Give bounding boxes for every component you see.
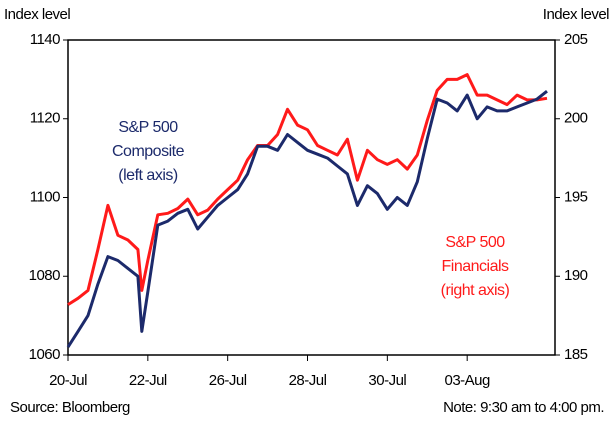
- y2-axis-label: Index level: [543, 6, 609, 23]
- annotation: (left axis): [118, 167, 178, 184]
- series-line: [67, 73, 548, 306]
- y2-tick-label: 185: [564, 346, 588, 363]
- y2-tick-label: 205: [564, 31, 588, 48]
- y-tick-label: 1060: [29, 346, 61, 363]
- annotation: Financials: [441, 258, 509, 275]
- y2-tick-label: 195: [564, 188, 588, 205]
- x-tick-label: 26-Jul: [209, 372, 247, 389]
- annotation: Composite: [112, 143, 185, 160]
- annotation: S&P 500: [118, 119, 178, 136]
- annotation: S&P 500: [445, 234, 505, 251]
- y2-tick-label: 200: [564, 110, 588, 127]
- y-tick-label: 1080: [29, 267, 61, 284]
- x-tick-label: 28-Jul: [289, 372, 327, 389]
- note: Note: 9:30 am to 4:00 pm.: [443, 399, 604, 416]
- y2-tick-label: 190: [564, 267, 588, 284]
- annotation: (right axis): [441, 282, 510, 299]
- x-tick-label: 03-Aug: [444, 372, 490, 389]
- y-tick-label: 1140: [30, 31, 60, 48]
- x-tick-label: 30-Jul: [368, 372, 406, 389]
- x-tick-label: 22-Jul: [129, 372, 167, 389]
- x-tick-label: 20-Jul: [49, 372, 87, 389]
- series-line: [66, 90, 548, 348]
- y-axis-label: Index level: [4, 6, 70, 23]
- y-tick-label: 1120: [30, 110, 60, 127]
- source: Source: Bloomberg: [10, 399, 130, 416]
- y-tick-label: 1100: [30, 188, 60, 205]
